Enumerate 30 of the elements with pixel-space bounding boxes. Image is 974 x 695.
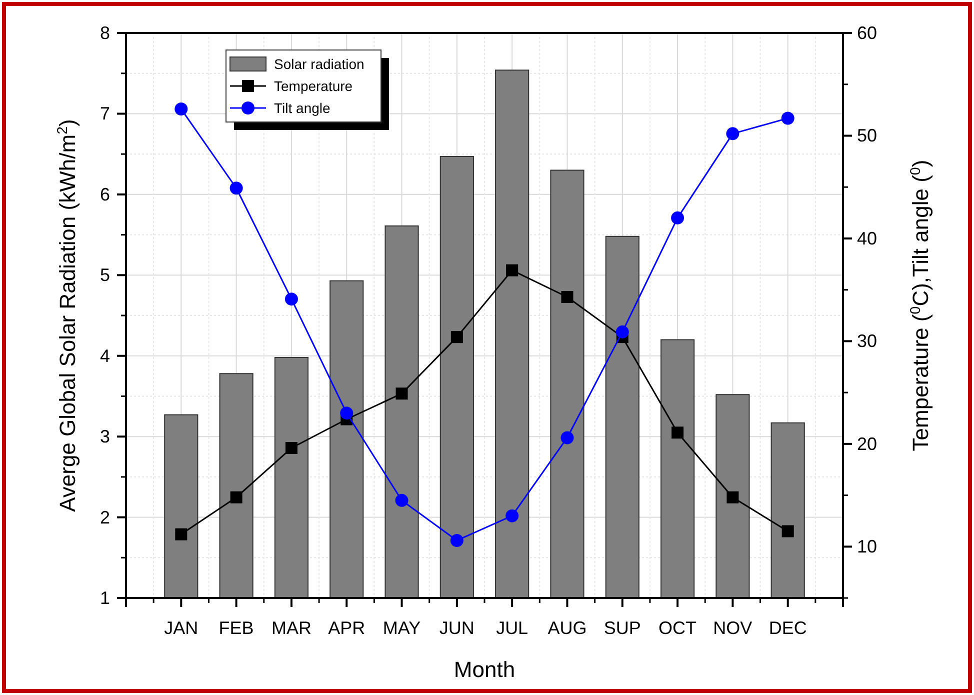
x-tick-label: APR: [328, 618, 366, 638]
x-tick-label: JUL: [496, 618, 528, 638]
y-tick-label: 5: [100, 265, 110, 286]
x-tick-label: MAR: [271, 618, 312, 638]
x-tick-label: SUP: [604, 618, 641, 638]
y2-tick-label: 10: [857, 536, 878, 557]
y-tick-label: 3: [100, 426, 110, 447]
legend-label: Tilt angle: [274, 100, 330, 116]
y2-tick-label: 60: [857, 23, 878, 43]
y-tick-label: 8: [100, 23, 110, 43]
y-tick-label: 7: [100, 104, 110, 124]
x-tick-label: JAN: [164, 618, 198, 638]
x-tick-label: MAY: [382, 618, 421, 638]
y2-tick-label: 50: [857, 126, 878, 146]
x-tick-label: AUG: [548, 618, 587, 638]
y2-tick-label: 30: [857, 331, 878, 352]
x-tick-label: OCT: [658, 618, 697, 638]
legend-label: Solar radiation: [274, 56, 364, 72]
legend-label: Temperature: [274, 78, 353, 94]
y-tick-label: 6: [100, 184, 110, 204]
x-axis-title: Month: [454, 657, 516, 682]
y-tick-label: 1: [100, 588, 110, 608]
x-tick-label: DEC: [768, 618, 807, 638]
y2-tick-label: 20: [857, 434, 878, 454]
y-tick-label: 2: [100, 507, 110, 528]
y2-tick-label: 40: [857, 228, 878, 248]
x-tick-label: JUN: [439, 618, 474, 638]
x-tick-label: NOV: [713, 618, 752, 638]
y-tick-label: 4: [100, 346, 110, 366]
x-tick-label: FEB: [218, 618, 254, 638]
